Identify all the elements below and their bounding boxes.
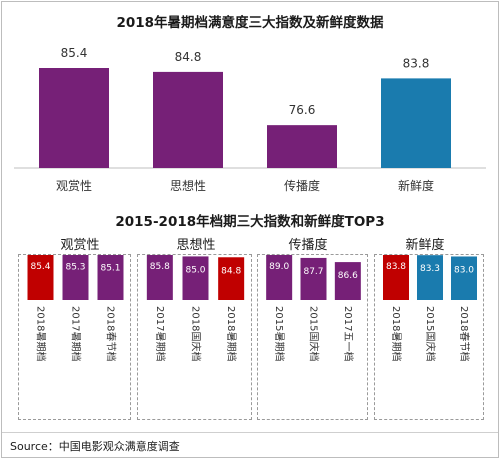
top3-panel: 89.0 2015暑期档 87.7 2015国庆档 86.6 2017五一档 (257, 254, 368, 420)
top3-bar-value-label: 89.0 (269, 262, 289, 272)
top3-bar (146, 255, 173, 300)
top3-category-label: 2015国庆档 (308, 306, 321, 361)
top3-category-label: 2015国庆档 (424, 306, 437, 361)
top3-category-label: 2017暑期档 (70, 306, 83, 361)
top-chart-title: 2018年暑期档满意度三大指数及新鲜度数据 (116, 15, 384, 31)
panel-title: 观赏性 (60, 238, 100, 253)
top3-category-label: 2018国庆档 (190, 306, 203, 361)
top3-bar (218, 257, 245, 300)
top-bar-value-label: 76.6 (289, 103, 316, 117)
top3-bar (383, 255, 409, 300)
top3-bar-value-label: 85.1 (100, 263, 120, 273)
top3-bar-value-label: 86.6 (338, 271, 358, 281)
top3-bar (182, 256, 209, 300)
top3-panel-chart: 83.8 2018暑期档 83.3 2015国庆档 83.0 2018春节档 (383, 255, 477, 361)
top3-category-label: 2015暑期档 (273, 306, 286, 361)
top-bar-value-label: 84.8 (175, 50, 202, 64)
top-bar-chart: 85.4 观赏性 84.8 思想性 76.6 传播度 83.8 新鲜度 (14, 46, 486, 193)
top3-bar-value-label: 87.7 (303, 267, 323, 277)
top3-panel: 83.8 2018暑期档 83.3 2015国庆档 83.0 2018春节档 (374, 254, 484, 420)
bottom-chart-title: 2015-2018年档期三大指数和新鲜度TOP3 (115, 214, 385, 230)
top-category-label: 观赏性 (56, 179, 92, 193)
top-bar-1 (39, 68, 109, 168)
top3-bar (417, 255, 443, 300)
top3-bar-value-label: 83.0 (454, 265, 474, 275)
top3-bar-value-label: 85.4 (30, 262, 50, 272)
panel-title: 传播度 (288, 238, 328, 253)
top3-panel: 85.4 2018暑期档 85.3 2017暑期档 85.1 2018春节档 (18, 254, 131, 420)
top3-bar (451, 256, 477, 300)
top-bar-value-label: 83.8 (403, 56, 430, 70)
top3-bar-value-label: 85.3 (65, 262, 85, 272)
top3-category-label: 2018春节档 (458, 306, 471, 361)
top3-category-label: 2017五一档 (342, 306, 355, 361)
top-bar-3 (267, 125, 337, 168)
top-bar-2 (153, 71, 223, 168)
top3-bar (266, 255, 293, 300)
top3-category-label: 2017暑期档 (154, 306, 167, 361)
top3-panel-chart: 85.4 2018暑期档 85.3 2017暑期档 85.1 2018春节档 (27, 255, 124, 361)
top-category-label: 传播度 (284, 178, 320, 193)
top3-bar (334, 262, 361, 300)
top3-bar-value-label: 84.8 (221, 266, 241, 276)
top3-panel-chart: 89.0 2015暑期档 87.7 2015国庆档 86.6 2017五一档 (266, 255, 361, 361)
top3-bar (27, 255, 54, 300)
top3-panel: 85.8 2017暑期档 85.0 2018国庆档 84.8 2018暑期档 (137, 254, 252, 420)
top3-category-label: 2018暑期档 (390, 306, 403, 361)
top3-bar (62, 255, 89, 300)
panel-title: 思想性 (176, 238, 216, 253)
top-bar-value-label: 85.4 (61, 46, 88, 60)
top3-category-label: 2018暑期档 (35, 306, 48, 361)
top3-bar (300, 257, 327, 300)
source-divider (2, 432, 498, 433)
top3-bar-value-label: 85.8 (150, 262, 170, 272)
source-note: Source：中国电影观众满意度调查 (10, 440, 180, 453)
top-category-label: 思想性 (170, 178, 206, 193)
panel-title: 新鲜度 (405, 238, 445, 253)
top3-category-label: 2018春节档 (105, 306, 118, 361)
top3-bar-value-label: 83.8 (386, 262, 406, 272)
top3-panel-chart: 85.8 2017暑期档 85.0 2018国庆档 84.8 2018暑期档 (146, 255, 245, 361)
top3-bar-value-label: 83.3 (420, 264, 440, 274)
top3-category-label: 2018暑期档 (225, 306, 238, 361)
top-category-label: 新鲜度 (398, 178, 434, 193)
top3-bar-value-label: 85.0 (185, 265, 205, 275)
top3-bar (97, 255, 124, 300)
top-bar-4 (381, 78, 451, 168)
